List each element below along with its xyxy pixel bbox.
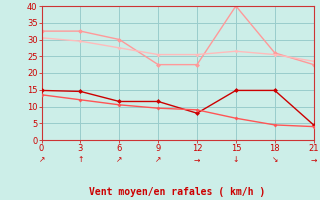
Text: ↗: ↗ (116, 156, 123, 164)
Text: ↗: ↗ (38, 156, 45, 164)
Text: ↓: ↓ (233, 156, 239, 164)
Text: →: → (194, 156, 200, 164)
Text: ↘: ↘ (272, 156, 278, 164)
Text: ↑: ↑ (77, 156, 84, 164)
Text: ↗: ↗ (155, 156, 161, 164)
Text: Vent moyen/en rafales ( km/h ): Vent moyen/en rafales ( km/h ) (90, 187, 266, 197)
Text: →: → (310, 156, 317, 164)
